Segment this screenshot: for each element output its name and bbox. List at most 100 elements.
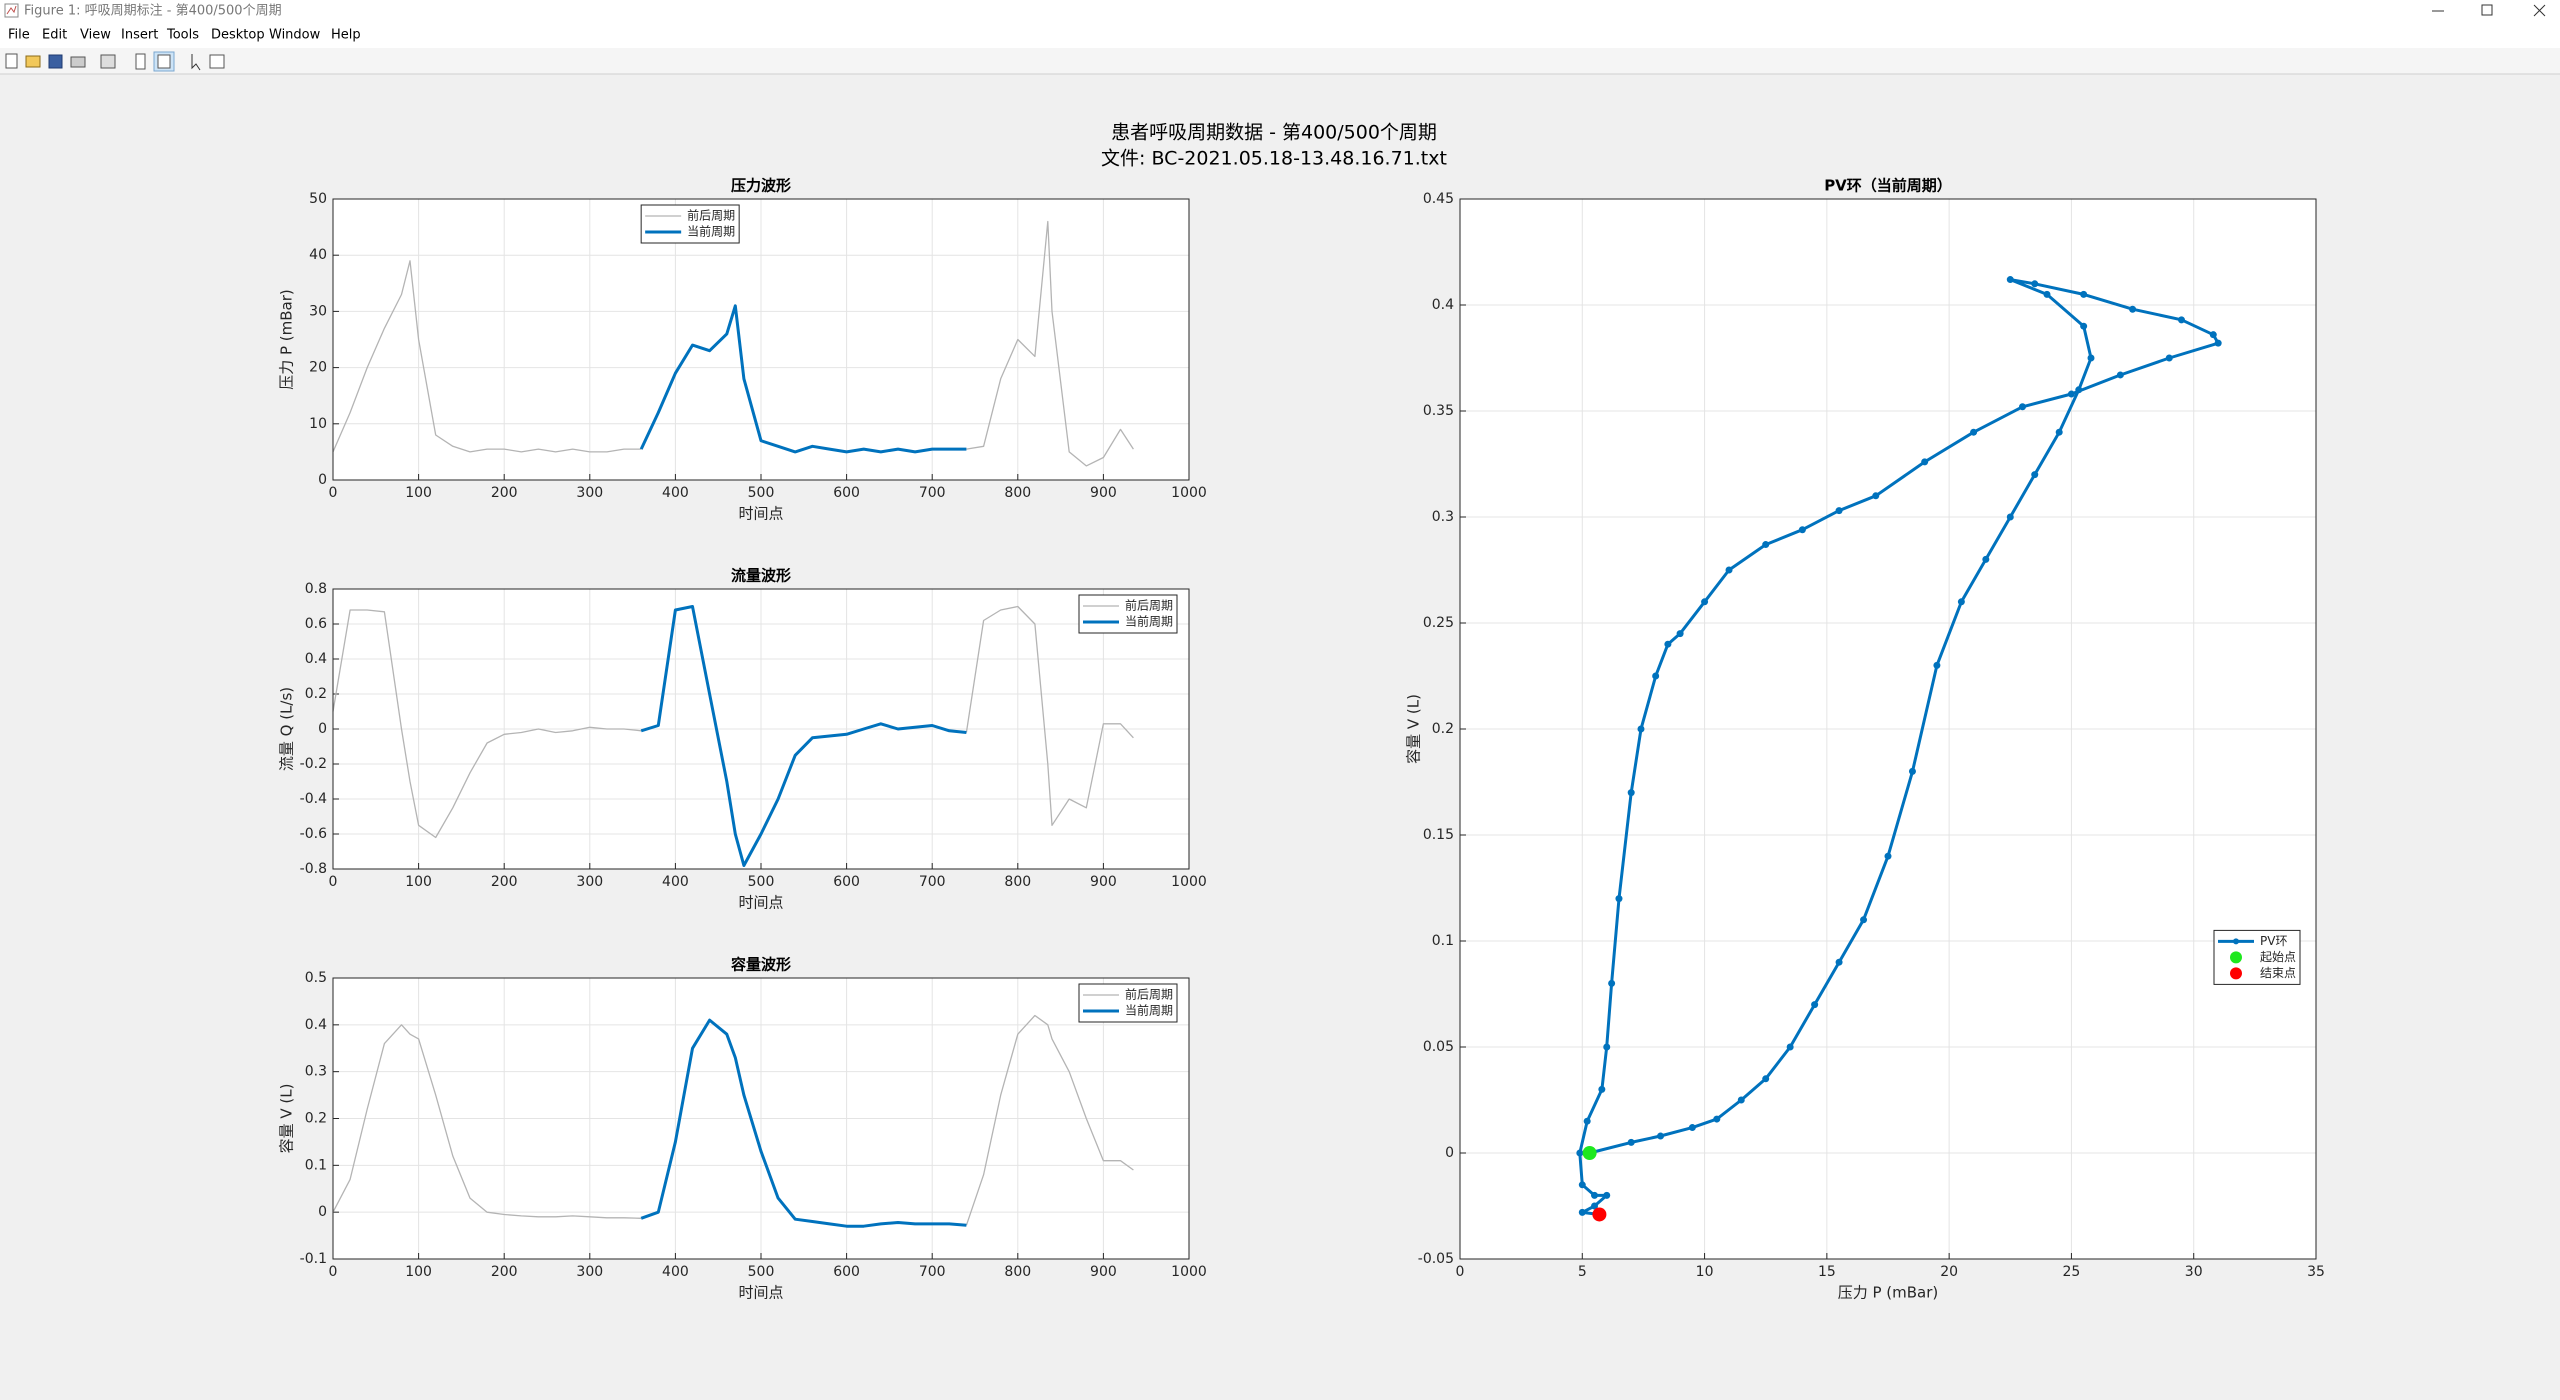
menu-item[interactable]: Tools	[166, 28, 199, 43]
property-icon[interactable]	[209, 54, 225, 69]
legend-label: PV环	[2260, 934, 2287, 948]
data-point	[2075, 386, 2083, 394]
x-tick-label: 30	[2185, 1264, 2203, 1280]
tile-icon[interactable]	[157, 54, 171, 69]
data-point	[1591, 1202, 1599, 1210]
x-tick-label: 900	[1090, 485, 1117, 501]
data-point	[1884, 852, 1892, 860]
menu-item[interactable]: View	[80, 28, 111, 43]
menu-item[interactable]: File	[8, 28, 30, 43]
restore-button[interactable]	[2481, 4, 2493, 16]
y-tick-label: 0.2	[305, 686, 327, 702]
data-point	[2177, 316, 2185, 324]
toolbar	[0, 48, 2560, 74]
print-icon[interactable]	[70, 56, 86, 68]
data-point	[1578, 1181, 1586, 1189]
axes-frame	[332, 198, 1190, 481]
open-icon[interactable]	[25, 55, 41, 68]
series-line	[332, 1014, 1134, 1226]
x-tick-label: 200	[491, 874, 518, 890]
y-axis-label: 容量 V (L)	[1405, 694, 1423, 764]
data-point	[1762, 541, 1770, 549]
data-point	[1676, 630, 1684, 638]
y-tick-label: 0.15	[1423, 827, 1454, 843]
data-point	[1576, 1149, 1584, 1157]
y-tick-label: 0.1	[1432, 933, 1454, 949]
chart-title: 压力波形	[731, 177, 791, 195]
legend-label: 当前周期	[1125, 614, 1173, 629]
y-axis-label: 容量 V (L)	[278, 1084, 296, 1154]
legend-box	[2213, 929, 2301, 985]
y-tick-label: 0.4	[305, 651, 327, 667]
toolbar-icons	[5, 51, 225, 72]
new-icon[interactable]	[5, 53, 18, 69]
y-tick-label: 0.3	[1432, 509, 1454, 525]
y-tick-label: 0	[318, 1204, 327, 1220]
dock-icon[interactable]	[135, 53, 146, 70]
x-tick-label: 0	[1456, 1264, 1465, 1280]
series-line	[332, 605, 1134, 839]
menu: File Edit View Insert Tools Desktop Window Help	[8, 28, 361, 43]
data-point	[1615, 895, 1623, 903]
x-axis-label: 时间点	[738, 894, 783, 912]
data-point	[1657, 1132, 1665, 1140]
y-tick-label: 20	[309, 360, 327, 376]
x-tick-label: 0	[329, 485, 338, 501]
data-point	[1737, 1096, 1745, 1104]
y-tick-label: 50	[309, 191, 327, 207]
window-title: Figure 1: 呼吸周期标注 - 第400/500个周期	[24, 4, 282, 19]
data-point	[1933, 661, 1941, 669]
pointer-icon[interactable]	[191, 54, 201, 71]
x-tick-label: 5	[1578, 1264, 1587, 1280]
save-icon[interactable]	[48, 54, 63, 69]
data-point	[1578, 1208, 1586, 1216]
y-tick-label: 0.4	[305, 1017, 327, 1033]
data-point	[1688, 1124, 1696, 1132]
menu-item[interactable]: Desktop	[211, 28, 265, 43]
x-tick-label: 600	[833, 1264, 860, 1280]
menu-item[interactable]: Window	[269, 28, 321, 43]
x-tick-label: 100	[405, 485, 432, 501]
data-point	[2080, 290, 2088, 298]
legend-marker	[2230, 951, 2242, 964]
y-tick-label: -0.05	[1418, 1251, 1454, 1267]
data-point	[1872, 492, 1880, 500]
legend-marker	[2230, 967, 2242, 980]
y-tick-label: 0.3	[305, 1064, 327, 1080]
y-axis-label: 压力 P (mBar)	[278, 289, 296, 390]
x-tick-label: 10	[1696, 1264, 1714, 1280]
legend-label: 前后周期	[687, 208, 735, 223]
close-button[interactable]	[2533, 4, 2546, 17]
x-tick-label: 300	[576, 874, 603, 890]
x-tick-label: 1000	[1171, 1264, 1207, 1280]
menu-item[interactable]: Edit	[42, 28, 67, 43]
x-tick-label: 25	[2063, 1264, 2081, 1280]
data-point	[2129, 305, 2137, 313]
legend-label: 前后周期	[1125, 598, 1173, 613]
app-icon	[4, 3, 19, 18]
data-point	[2165, 354, 2173, 362]
menu-item[interactable]: Insert	[121, 28, 158, 43]
y-tick-label: 10	[309, 416, 327, 432]
data-point	[1713, 1115, 1721, 1123]
x-tick-label: 500	[748, 485, 775, 501]
x-tick-label: 100	[405, 874, 432, 890]
x-tick-label: 500	[748, 1264, 775, 1280]
y-tick-label: 0.6	[305, 616, 327, 632]
chart-title: PV环（当前周期）	[1824, 177, 1952, 195]
data-point	[1603, 1043, 1611, 1051]
x-tick-label: 800	[1004, 1264, 1031, 1280]
print-preview-icon[interactable]	[100, 54, 116, 69]
data-point	[2087, 354, 2095, 362]
y-tick-label: 0.2	[1432, 721, 1454, 737]
data-point	[1762, 1075, 1770, 1083]
figure-title: 患者呼吸周期数据 - 第400/500个周期	[1111, 122, 1437, 144]
menu-item[interactable]: Help	[331, 28, 361, 43]
y-tick-label: -0.8	[300, 861, 327, 877]
legend-box	[1078, 594, 1178, 634]
legend-marker	[2233, 938, 2239, 945]
data-point	[2214, 339, 2222, 347]
y-tick-label: 0	[1445, 1145, 1454, 1161]
x-axis-label: 时间点	[738, 1284, 783, 1302]
